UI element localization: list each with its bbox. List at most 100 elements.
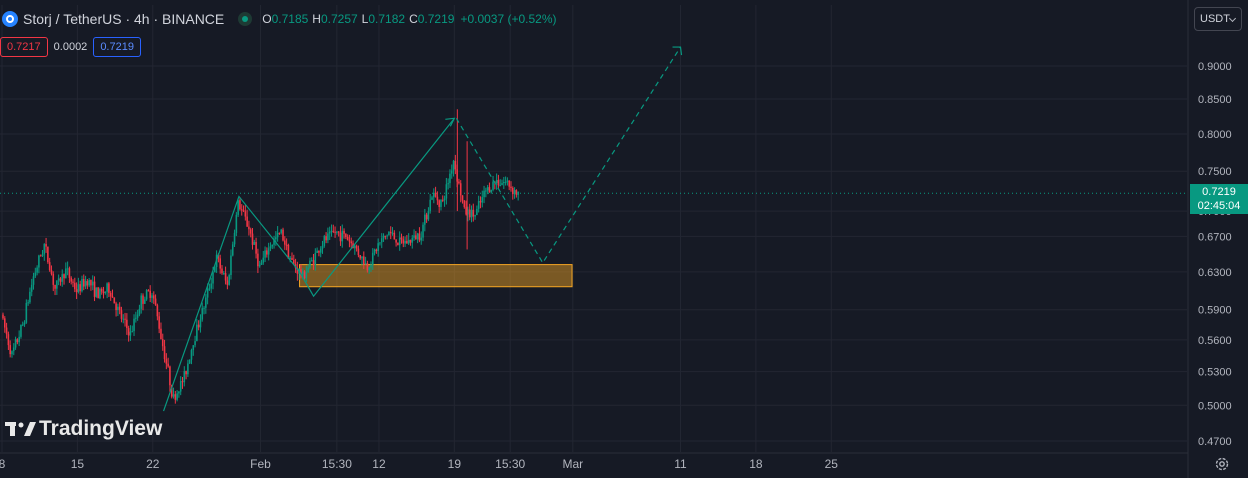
- candle-body: [393, 232, 396, 240]
- candle-body: [45, 244, 47, 247]
- time-tick-label: 19: [448, 457, 462, 471]
- candle-body: [267, 248, 270, 255]
- candle-body: [425, 214, 428, 220]
- candle-body: [264, 250, 266, 258]
- candle-body: [39, 255, 42, 257]
- settings-gear-icon[interactable]: [1214, 456, 1230, 472]
- candle-body: [255, 241, 257, 254]
- storj-coin-icon: [2, 11, 18, 27]
- projection-path[interactable]: [455, 46, 682, 264]
- candle-body: [2, 314, 4, 319]
- symbol-title[interactable]: Storj / TetherUS · 4h · BINANCE: [23, 11, 225, 27]
- candle-body: [174, 394, 177, 400]
- candle-body: [133, 318, 135, 332]
- candle-body: [54, 284, 56, 289]
- candle-body: [34, 272, 37, 277]
- candles: [2, 109, 519, 404]
- candle-body: [135, 317, 137, 319]
- candle-body: [81, 279, 83, 292]
- candle-body: [476, 208, 478, 216]
- candle-body: [474, 215, 476, 217]
- candle-body: [384, 235, 387, 237]
- time-tick-label: 15: [71, 457, 85, 471]
- candle-body: [328, 231, 331, 234]
- candle-body: [312, 260, 315, 265]
- sell-button[interactable]: 0.7217: [0, 37, 48, 57]
- candle-body: [511, 187, 514, 195]
- candle-body: [258, 264, 261, 267]
- tradingview-logo[interactable]: TradingView: [5, 417, 162, 441]
- candle-body: [199, 319, 202, 328]
- candle-body: [289, 257, 291, 259]
- candle-body: [86, 281, 89, 286]
- candle-body: [443, 198, 446, 201]
- candle-body: [18, 336, 20, 343]
- candle-body: [323, 236, 326, 246]
- candle-body: [9, 345, 11, 355]
- candle-body: [411, 237, 414, 243]
- pattern-trendlines[interactable]: [162, 117, 455, 412]
- candle-body: [486, 187, 489, 191]
- candle-body: [206, 288, 209, 298]
- candle-body: [515, 190, 518, 195]
- candle-countdown: 02:45:04: [1197, 200, 1241, 213]
- candle-body: [415, 235, 417, 240]
- candle-body: [82, 279, 85, 287]
- candle-body: [181, 381, 184, 383]
- candle-body: [292, 259, 295, 265]
- candle-body: [440, 199, 442, 207]
- candle-body: [161, 339, 164, 347]
- candle-body: [32, 276, 35, 285]
- candle-body: [461, 195, 464, 201]
- candle-body: [70, 277, 73, 282]
- support-zone-rect[interactable]: [299, 264, 573, 288]
- candle-body: [271, 244, 274, 247]
- candle-body: [43, 244, 46, 255]
- time-tick-label: 15:30: [322, 457, 352, 471]
- candle-body: [355, 245, 358, 249]
- time-tick-label: Feb: [250, 457, 271, 471]
- candle-body: [115, 303, 117, 311]
- candle-body: [50, 270, 53, 274]
- candle-body: [257, 253, 259, 267]
- price-tick-label: 0.8500: [1198, 94, 1232, 106]
- candle-body: [413, 235, 415, 238]
- candle-body: [316, 250, 318, 253]
- ohlc-close: C0.7219: [409, 12, 455, 26]
- candle-body: [346, 237, 349, 241]
- candle-body: [167, 363, 169, 367]
- candle-body: [90, 279, 92, 286]
- candle-body: [152, 295, 155, 299]
- candle-body: [481, 197, 484, 203]
- candle-body: [416, 233, 419, 240]
- candle-body: [124, 318, 126, 320]
- candle-body: [210, 283, 213, 289]
- candle-body: [57, 278, 60, 281]
- candle-body: [111, 296, 114, 298]
- candle-body: [242, 210, 245, 212]
- candle-body: [246, 216, 248, 227]
- candle-body: [479, 201, 482, 203]
- candle-body: [23, 322, 26, 325]
- buy-button[interactable]: 0.7219: [93, 37, 141, 57]
- currency-selector[interactable]: USDT: [1194, 7, 1242, 31]
- candle-body: [368, 267, 370, 271]
- candle-body: [21, 324, 24, 326]
- candle-body: [303, 271, 306, 279]
- candle-body: [386, 235, 388, 237]
- candle-body: [319, 248, 322, 253]
- candle-body: [122, 318, 125, 320]
- candle-body: [222, 273, 225, 275]
- candle-body: [452, 160, 455, 171]
- time-tick-label: 8: [0, 457, 6, 471]
- candle-body: [418, 233, 421, 241]
- candle-body: [280, 229, 283, 233]
- candle-body: [172, 394, 175, 397]
- candle-body: [108, 283, 110, 293]
- candle-body: [240, 209, 243, 211]
- candle-body: [127, 328, 130, 336]
- candle-body: [510, 186, 512, 188]
- time-axis[interactable]: 8 15 22 Feb 15:30 12 19 15:30 Mar 11 18 25: [0, 457, 838, 471]
